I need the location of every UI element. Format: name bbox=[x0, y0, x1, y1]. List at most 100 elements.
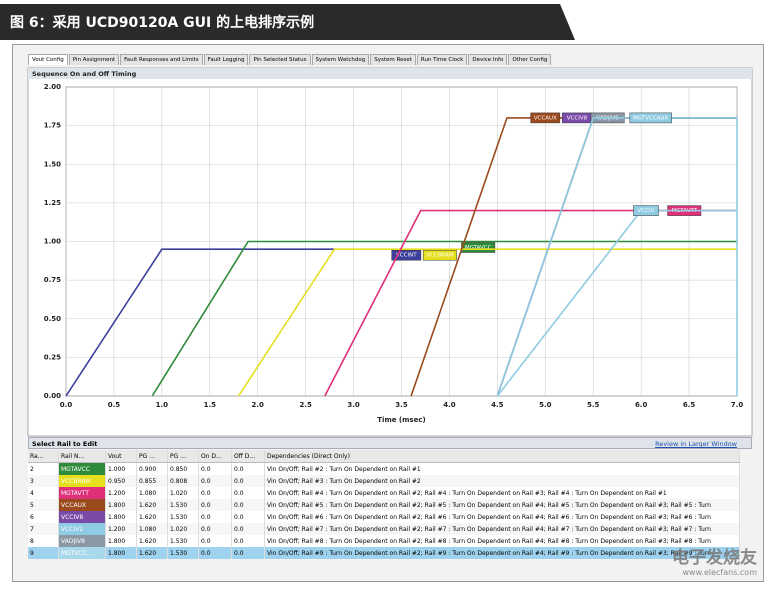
table-cell: 1.800 bbox=[105, 511, 137, 523]
table-cell: 1.200 bbox=[105, 523, 137, 535]
chart-panel-header bbox=[28, 68, 752, 79]
x-tick-label: 3.5 bbox=[395, 401, 408, 409]
table-cell: Vin On/Off; Rail #8 : Turn On Dependent … bbox=[264, 535, 740, 547]
x-tick-label: 4.5 bbox=[491, 401, 504, 409]
table-cell: 0.0 bbox=[231, 523, 265, 535]
table-cell: 6 bbox=[28, 511, 59, 523]
series-line bbox=[324, 209, 737, 397]
table-cell: 0.0 bbox=[198, 511, 232, 523]
tab[interactable]: Run Time Clock bbox=[416, 54, 468, 65]
tab[interactable]: Fault Logging bbox=[203, 54, 249, 65]
table-cell: 0.950 bbox=[105, 475, 137, 487]
table-cell: 1.530 bbox=[167, 511, 199, 523]
chart-panel-title: Sequence On and Off Timing bbox=[32, 70, 137, 78]
table-cell: Vin On/Off; Rail #4 : Turn On Dependent … bbox=[264, 487, 740, 499]
table-cell: Vin On/Off; Rail #7 : Turn On Dependent … bbox=[264, 523, 740, 535]
tab[interactable]: Pin Assignment bbox=[68, 54, 120, 65]
table-cell: 1.080 bbox=[136, 523, 168, 535]
review-link[interactable]: Review in Larger Window bbox=[655, 440, 737, 448]
tab[interactable]: System Reset bbox=[370, 54, 416, 65]
table-cell: 1.620 bbox=[136, 511, 168, 523]
x-axis-label: Time (msec) bbox=[377, 416, 425, 424]
table-cell: 1.530 bbox=[167, 547, 199, 559]
table-cell: Vin On/Off; Rail #6 : Turn On Dependent … bbox=[264, 511, 740, 523]
header-bg bbox=[0, 4, 575, 40]
table-cell: 8 bbox=[28, 535, 59, 547]
table-cell: Vin On/Off; Rail #3 : Turn On Dependent … bbox=[264, 475, 740, 487]
table-cell: Vin On/Off; Rail #9 : Turn On Dependent … bbox=[264, 547, 740, 559]
rail-label: VCCINT bbox=[396, 253, 417, 259]
table-cell: 0.0 bbox=[198, 523, 232, 535]
column-header: On D... bbox=[198, 450, 232, 463]
table-row[interactable]: 5 VCCAUX 1.800 1.620 1.530 0.0 0.0 Vin On/Off; … bbox=[28, 499, 740, 511]
tab[interactable]: Other Config bbox=[508, 54, 552, 65]
tab[interactable]: Vout Config bbox=[28, 54, 68, 65]
rail-label: VCCAUX bbox=[534, 115, 557, 121]
rail-name-cell: VCCIV8 bbox=[58, 511, 106, 523]
table-cell: 1.620 bbox=[136, 547, 168, 559]
table-cell: 4 bbox=[28, 487, 59, 499]
tab[interactable]: Fault Responses and Limits bbox=[120, 54, 203, 65]
x-tick-label: 0.5 bbox=[108, 401, 121, 409]
table-panel-title: Select Rail to Edit bbox=[32, 440, 98, 448]
series-line bbox=[151, 240, 737, 397]
table-cell: 0.0 bbox=[198, 462, 232, 475]
table-cell: 0.0 bbox=[198, 499, 232, 511]
rail-label: VCCIV bbox=[638, 208, 655, 214]
x-tick-label: 0.0 bbox=[60, 401, 73, 409]
tab[interactable]: Device Info bbox=[468, 54, 508, 65]
column-header: Off D... bbox=[231, 450, 265, 463]
table-cell: 5 bbox=[28, 499, 59, 511]
table-cell: 0.850 bbox=[167, 462, 199, 475]
table-row[interactable]: 4 MGTAVTT 1.200 1.080 1.020 0.0 0.0 Vin On/Off;… bbox=[28, 487, 740, 499]
y-tick-label: 1.75 bbox=[44, 122, 61, 130]
y-tick-label: 0.25 bbox=[44, 353, 61, 361]
rail-label-box bbox=[633, 205, 659, 216]
x-tick-label: 1.0 bbox=[156, 401, 169, 409]
table-cell: 1.530 bbox=[167, 535, 199, 547]
tab-bar: Vout Config Pin Assignment Fault Responses… bbox=[28, 54, 552, 65]
y-tick-label: 2.00 bbox=[44, 83, 61, 91]
rail-label-box bbox=[530, 112, 561, 124]
tab[interactable]: System Watchdog bbox=[311, 54, 370, 65]
table-row[interactable]: 8 VADJIV8 1.800 1.620 1.530 0.0 0.0 Vin On/Off;… bbox=[28, 535, 740, 547]
table-panel-header: Select Rail to Edit Review in Larger Wind… bbox=[28, 437, 752, 449]
table-cell: 0.0 bbox=[231, 487, 265, 499]
column-header: Rail N... bbox=[58, 450, 106, 463]
watermark-url: www.elecfans.com bbox=[682, 568, 758, 577]
table-cell: Vin On/Off; Rail #5 : Turn On Dependent … bbox=[264, 499, 740, 511]
rail-name-cell: VCCBRAM bbox=[58, 475, 106, 487]
y-tick-label: 1.00 bbox=[44, 238, 61, 246]
table-cell: 0.900 bbox=[136, 462, 168, 475]
column-header: PG ... bbox=[136, 450, 168, 463]
rail-name-cell: VCCAUX bbox=[58, 499, 106, 511]
y-tick-label: 1.50 bbox=[44, 160, 61, 168]
table-cell: 1.800 bbox=[105, 547, 137, 559]
table-cell: 0.0 bbox=[198, 547, 232, 559]
table-cell: 2 bbox=[28, 462, 59, 475]
rail-name-cell: MGTAVCC bbox=[58, 462, 106, 475]
table-row[interactable]: 2 MGTAVCC 1.000 0.900 0.850 0.0 0.0 Vin On/Off;… bbox=[28, 462, 740, 475]
x-tick-label: 6.5 bbox=[683, 401, 696, 409]
table-cell: 0.0 bbox=[198, 475, 232, 487]
table-cell: 1.020 bbox=[167, 487, 199, 499]
table-cell: 1.620 bbox=[136, 499, 168, 511]
table-cell: 0.0 bbox=[231, 462, 265, 475]
table-row[interactable]: 7 VCCIV2 1.200 1.080 1.020 0.0 0.0 Vin On/Off; … bbox=[28, 523, 740, 535]
x-tick-label: 7.0 bbox=[731, 401, 744, 409]
rail-label-box bbox=[629, 112, 672, 124]
column-header: Ra... bbox=[28, 450, 59, 463]
table-row[interactable]: 6 VCCIV8 1.800 1.620 1.530 0.0 0.0 Vin On/Off; … bbox=[28, 511, 740, 523]
y-tick-label: 0.00 bbox=[44, 392, 61, 400]
column-header: Vout bbox=[105, 450, 137, 463]
table-row[interactable]: 9 MGTVCC... 1.800 1.620 1.530 0.0 0.0 Vin On/Of… bbox=[28, 547, 740, 559]
table-cell: 1.800 bbox=[105, 535, 137, 547]
x-tick-label: 1.5 bbox=[204, 401, 217, 409]
table-cell: 0.0 bbox=[231, 511, 265, 523]
chart: Sequence On and Off Timing 0.00 0.25 0.50 0… bbox=[27, 67, 753, 437]
rail-label: MGTVCCAUX bbox=[633, 115, 668, 121]
tab[interactable]: Pin Selected Status bbox=[249, 54, 311, 65]
x-tick-label: 4.0 bbox=[443, 401, 456, 409]
table-cell: 0.0 bbox=[198, 487, 232, 499]
table-row[interactable]: 3 VCCBRAM 0.950 0.855 0.808 0.0 0.0 Vin On/Off;… bbox=[28, 475, 740, 487]
